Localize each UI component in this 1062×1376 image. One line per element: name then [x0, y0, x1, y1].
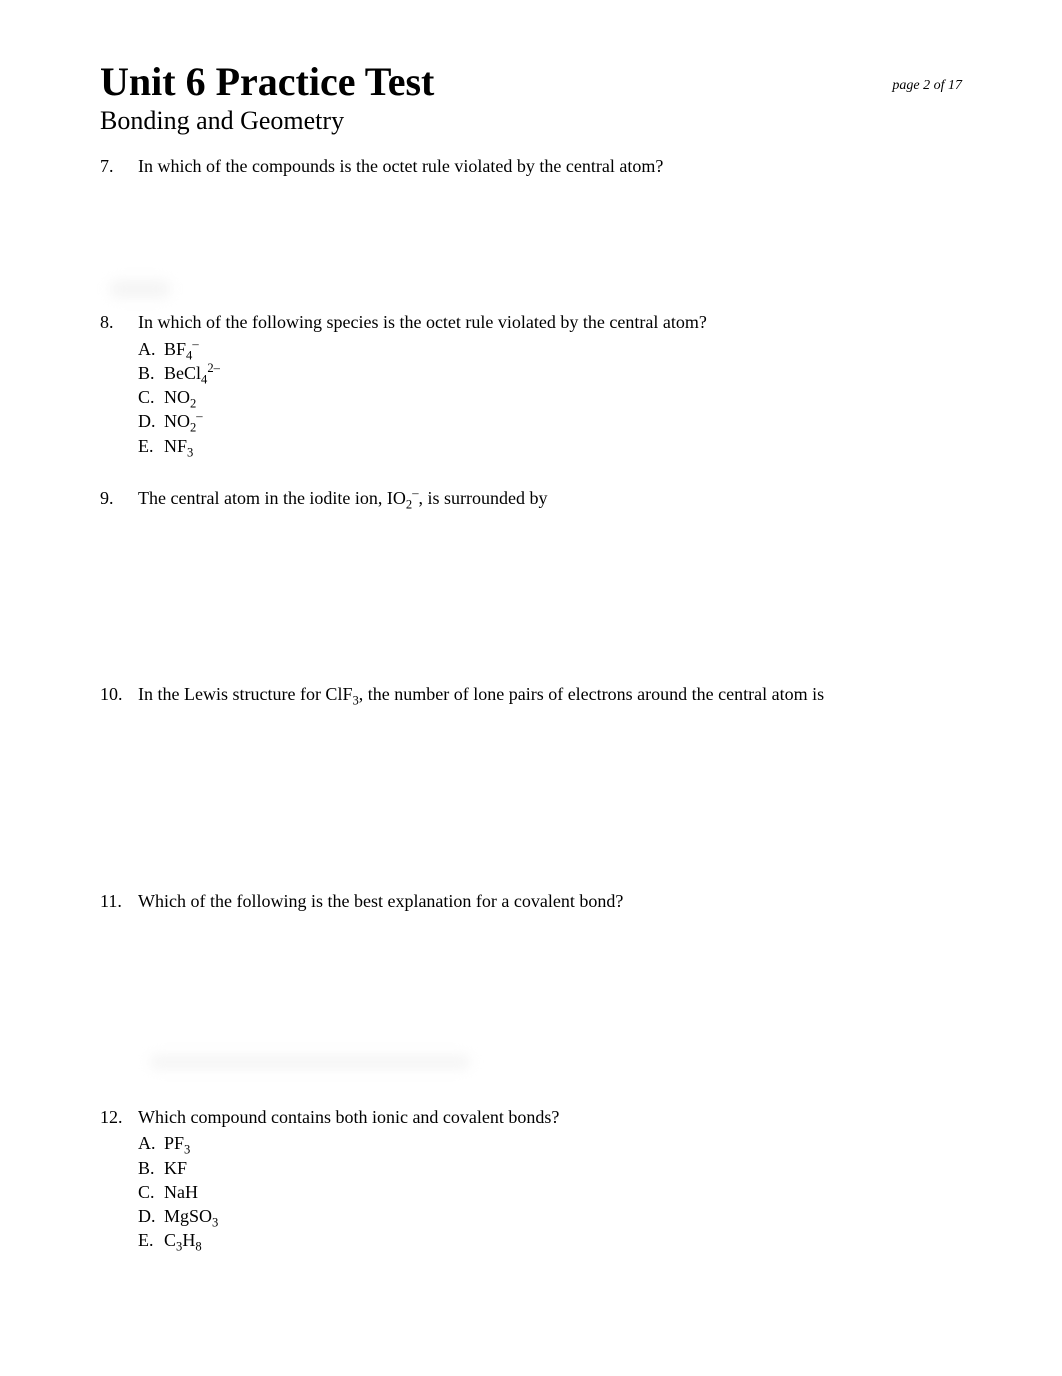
option-text: MgSO3	[164, 1204, 218, 1228]
option-c: C.NaH	[138, 1180, 962, 1204]
option-d: D.MgSO3	[138, 1204, 962, 1228]
option-letter: E.	[138, 434, 164, 458]
option-letter: D.	[138, 1204, 164, 1228]
option-letter: C.	[138, 385, 164, 409]
option-text: BeCl42–	[164, 361, 220, 385]
question-11: 11. Which of the following is the best e…	[100, 889, 962, 915]
question-8: 8. In which of the following species is …	[100, 310, 962, 458]
question-number: 12.	[100, 1105, 138, 1253]
question-stem: In which of the following species is the…	[138, 310, 962, 334]
title-block: Unit 6 Practice Test Bonding and Geometr…	[100, 60, 434, 136]
question-number: 8.	[100, 310, 138, 458]
redaction-blur	[150, 1055, 470, 1069]
question-stem: Which compound contains both ionic and c…	[138, 1105, 962, 1129]
option-b: B.KF	[138, 1156, 962, 1180]
redaction-blur	[110, 280, 170, 298]
question-body: In which of the following species is the…	[138, 310, 962, 458]
option-letter: A.	[138, 337, 164, 361]
option-text: NaH	[164, 1180, 198, 1204]
option-text: NO2	[164, 385, 196, 409]
page-title: Unit 6 Practice Test	[100, 60, 434, 104]
option-text: KF	[164, 1156, 187, 1180]
option-letter: B.	[138, 1156, 164, 1180]
option-a: A.BF4–	[138, 337, 962, 361]
page-header: Unit 6 Practice Test Bonding and Geometr…	[100, 60, 962, 136]
questions-list: 7. In which of the compounds is the octe…	[100, 154, 962, 1253]
page-subtitle: Bonding and Geometry	[100, 106, 434, 136]
option-text: PF3	[164, 1131, 190, 1155]
option-letter: B.	[138, 361, 164, 385]
option-text: NO2–	[164, 409, 203, 433]
question-stem: In which of the compounds is the octet r…	[138, 154, 962, 178]
option-c: C.NO2	[138, 385, 962, 409]
page-number-label: page 2 of 17	[892, 78, 962, 94]
question-stem: The central atom in the iodite ion, IO2–…	[138, 486, 962, 510]
option-e: E.NF3	[138, 434, 962, 458]
option-d: D.NO2–	[138, 409, 962, 433]
question-10: 10. In the Lewis structure for ClF3, the…	[100, 682, 962, 708]
question-number: 11.	[100, 889, 138, 915]
options-list: A.BF4– B.BeCl42– C.NO2 D.NO2– E.NF3	[138, 337, 962, 458]
option-letter: C.	[138, 1180, 164, 1204]
option-text: BF4–	[164, 337, 199, 361]
question-7: 7. In which of the compounds is the octe…	[100, 154, 962, 180]
option-e: E.C3H8	[138, 1228, 962, 1252]
option-text: C3H8	[164, 1228, 202, 1252]
question-9: 9. The central atom in the iodite ion, I…	[100, 486, 962, 512]
question-number: 9.	[100, 486, 138, 512]
option-text: NF3	[164, 434, 193, 458]
options-list: A.PF3 B.KF C.NaH D.MgSO3 E.C3H8	[138, 1131, 962, 1252]
question-stem: Which of the following is the best expla…	[138, 889, 962, 913]
option-a: A.PF3	[138, 1131, 962, 1155]
question-number: 10.	[100, 682, 138, 708]
question-body: In the Lewis structure for ClF3, the num…	[138, 682, 962, 708]
option-letter: D.	[138, 409, 164, 433]
option-letter: A.	[138, 1131, 164, 1155]
question-12: 12. Which compound contains both ionic a…	[100, 1105, 962, 1253]
option-b: B.BeCl42–	[138, 361, 962, 385]
question-body: Which of the following is the best expla…	[138, 889, 962, 915]
question-number: 7.	[100, 154, 138, 180]
option-letter: E.	[138, 1228, 164, 1252]
question-body: The central atom in the iodite ion, IO2–…	[138, 486, 962, 512]
question-stem: In the Lewis structure for ClF3, the num…	[138, 682, 962, 706]
question-body: Which compound contains both ionic and c…	[138, 1105, 962, 1253]
question-body: In which of the compounds is the octet r…	[138, 154, 962, 180]
